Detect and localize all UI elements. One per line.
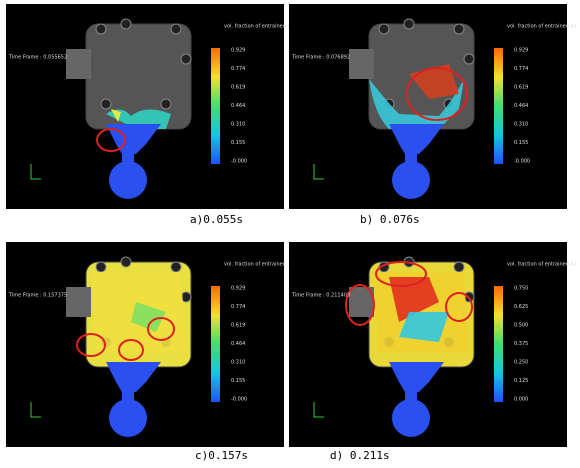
highlight-ring: [345, 284, 375, 326]
runner: [106, 362, 161, 392]
axis-triad: [313, 164, 324, 180]
highlight-ring: [406, 67, 468, 121]
colorbar-label: 0.125: [514, 378, 528, 384]
bolt: [170, 23, 182, 35]
colorbar-label: 0.619: [231, 323, 245, 329]
axis-triad: [313, 402, 324, 418]
colorbar: [211, 48, 220, 164]
housing-side: [66, 287, 91, 317]
caption: c)0.157s: [195, 449, 248, 462]
ball: [109, 399, 147, 437]
colorbar: [494, 286, 503, 402]
caption: d) 0.211s: [330, 449, 390, 462]
highlight-ring: [147, 317, 175, 341]
colorbar-label: 0.619: [231, 85, 245, 91]
colorbar-label: 0.464: [514, 103, 528, 109]
caption: b) 0.076s: [360, 213, 420, 226]
axis-triad: [30, 402, 41, 418]
fluid: [131, 302, 166, 332]
fluid: [369, 79, 464, 129]
bolt: [180, 53, 192, 65]
colorbar: [494, 48, 503, 164]
colorbar-label: 0.375: [514, 341, 528, 347]
panel: Time Frame : 0.076892 vol. fraction of en…: [289, 4, 578, 209]
colorbar-label: 0.155: [231, 378, 245, 384]
fluid: [399, 312, 449, 342]
colorbar-label: 0.464: [231, 341, 245, 347]
colorbar-label: 0.929: [231, 286, 245, 292]
highlight-ring: [445, 292, 473, 322]
colorbar-label: 0.155: [231, 140, 245, 146]
colorbar-label: 0.619: [514, 85, 528, 91]
runner: [389, 124, 444, 154]
bolt: [95, 261, 107, 273]
colorbar-label: 0.000: [514, 397, 528, 403]
bolt: [95, 23, 107, 35]
highlight-ring: [96, 128, 126, 152]
colorbar: [211, 286, 220, 402]
bolt: [120, 18, 132, 30]
bolt: [463, 53, 475, 65]
colorbar-label: -0.000: [231, 397, 247, 403]
bolt: [378, 23, 390, 35]
legend-title: vol. fraction of entrained air: [507, 24, 578, 30]
colorbar-label: 0.500: [514, 323, 528, 329]
panel: Time Frame : 0.211403 vol. fraction of en…: [289, 242, 578, 447]
colorbar-label: -0.000: [231, 159, 247, 165]
ball: [109, 161, 147, 199]
axis-triad: [30, 164, 41, 180]
legend-title: vol. fraction of entrained air: [224, 262, 295, 268]
panel: Time Frame : 0.055652 vol. fraction of en…: [6, 4, 295, 209]
colorbar-label: 0.774: [231, 304, 245, 310]
colorbar-label: 0.929: [231, 48, 245, 54]
time-frame: Time Frame : 0.055652: [8, 55, 67, 61]
colorbar-label: 0.750: [514, 286, 528, 292]
time-frame: Time Frame : 0.157375: [8, 293, 67, 299]
time-frame: Time Frame : 0.076892: [291, 55, 350, 61]
bolt: [120, 256, 132, 268]
housing-side: [349, 49, 374, 79]
colorbar-label: 0.464: [231, 103, 245, 109]
panel: Time Frame : 0.157375 vol. fraction of en…: [6, 242, 295, 447]
housing-side: [66, 49, 91, 79]
bolt: [100, 98, 112, 110]
colorbar-label: 0.155: [514, 140, 528, 146]
ball: [392, 161, 430, 199]
runner: [389, 362, 444, 392]
colorbar-label: 0.774: [514, 66, 528, 72]
highlight-ring: [118, 339, 144, 361]
fluid: [389, 277, 439, 322]
highlight-ring: [375, 261, 427, 287]
legend-title: vol. fraction of entrained air: [224, 24, 295, 30]
bolt: [453, 261, 465, 273]
caption: a)0.055s: [190, 213, 243, 226]
bolt: [170, 261, 182, 273]
colorbar-label: 0.929: [514, 48, 528, 54]
colorbar-label: 0.250: [514, 360, 528, 366]
ball: [392, 399, 430, 437]
bolt: [160, 98, 172, 110]
colorbar-label: 0.774: [231, 66, 245, 72]
bolt: [403, 18, 415, 30]
colorbar-label: 0.310: [514, 122, 528, 128]
legend-title: vol. fraction of entrained air: [507, 262, 578, 268]
highlight-ring: [76, 333, 106, 357]
colorbar-label: -0.000: [514, 159, 530, 165]
colorbar-label: 0.310: [231, 360, 245, 366]
colorbar-label: 0.625: [514, 304, 528, 310]
fluid: [111, 109, 121, 122]
bolt: [453, 23, 465, 35]
colorbar-label: 0.310: [231, 122, 245, 128]
time-frame: Time Frame : 0.211403: [291, 293, 350, 299]
